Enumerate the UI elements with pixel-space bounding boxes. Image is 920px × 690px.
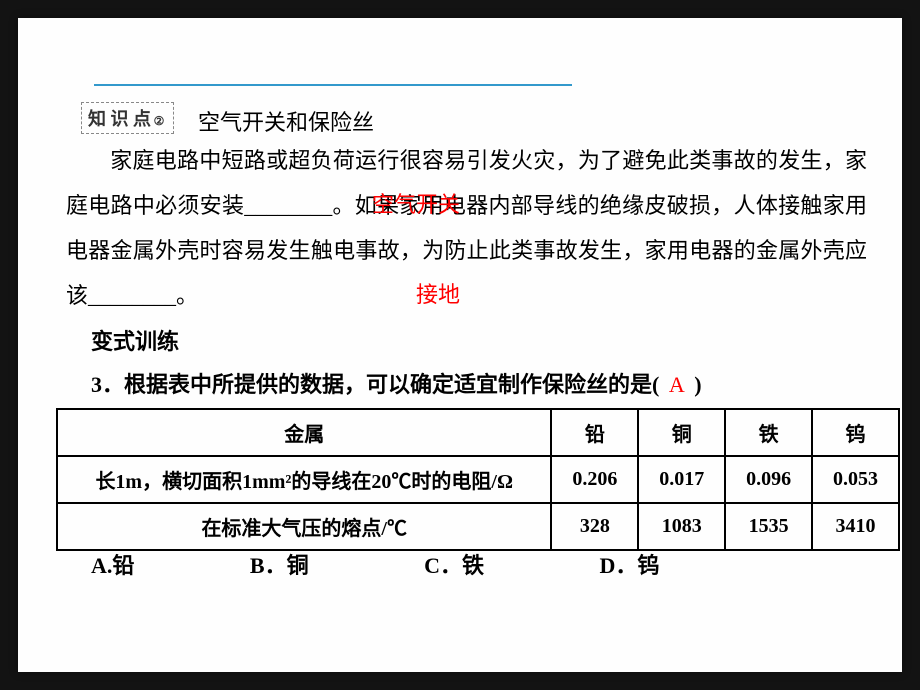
option-a: A.铅 (91, 548, 134, 580)
option-c: C．铁 (424, 548, 484, 580)
table-cell: 0.096 (725, 456, 812, 503)
document-page: 知 识 点② 空气开关和保险丝 家庭电路中短路或超负荷运行很容易引发火灾，为了避… (18, 18, 902, 672)
table-cell: 1535 (725, 503, 812, 550)
section-title: 变式训练 (91, 324, 179, 356)
table-row-label: 在标准大气压的熔点/℃ (57, 503, 551, 550)
answer-options: A.铅 B．铜 C．铁 D．钨 (91, 548, 659, 580)
table-header-cell: 钨 (812, 409, 899, 456)
question-close-paren: ) (694, 372, 701, 397)
paragraph-text: 家庭电路中短路或超负荷运行很容易引发火灾，为了避免此类事故的发生，家庭电路中必须… (66, 148, 867, 308)
table-header-cell: 铜 (638, 409, 725, 456)
table-cell: 328 (551, 503, 638, 550)
table-header-label: 金属 (57, 409, 551, 456)
table-header-cell: 铁 (725, 409, 812, 456)
question-text: 3．根据表中所提供的数据，可以确定适宜制作保险丝的是( A ) (91, 367, 842, 399)
table-cell: 0.206 (551, 456, 638, 503)
knowledge-tag-text: 知 识 点 (88, 109, 151, 129)
knowledge-title: 空气开关和保险丝 (198, 105, 374, 137)
table-row: 在标准大气压的熔点/℃ 328 1083 1535 3410 (57, 503, 899, 550)
question-stem: 3．根据表中所提供的数据，可以确定适宜制作保险丝的是( (91, 372, 659, 397)
option-d: D．钨 (599, 548, 659, 580)
accent-line (94, 84, 572, 86)
table-cell: 0.053 (812, 456, 899, 503)
answer-blank-1: 空气开关 (372, 187, 460, 219)
knowledge-point-tag: 知 识 点② (81, 102, 174, 134)
answer-blank-2: 接地 (416, 277, 460, 309)
table-row: 长1m，横切面积1mm²的导线在20℃时的电阻/Ω 0.206 0.017 0.… (57, 456, 899, 503)
option-b: B．铜 (250, 548, 309, 580)
table-header-row: 金属 铅 铜 铁 钨 (57, 409, 899, 456)
data-table: 金属 铅 铜 铁 钨 长1m，横切面积1mm²的导线在20℃时的电阻/Ω 0.2… (56, 408, 900, 551)
table-cell: 0.017 (638, 456, 725, 503)
body-paragraph: 家庭电路中短路或超负荷运行很容易引发火灾，为了避免此类事故的发生，家庭电路中必须… (66, 138, 867, 318)
knowledge-tag-number: ② (151, 113, 167, 129)
question-answer: A (665, 372, 689, 397)
table-row-label: 长1m，横切面积1mm²的导线在20℃时的电阻/Ω (57, 456, 551, 503)
table-header-cell: 铅 (551, 409, 638, 456)
table-cell: 1083 (638, 503, 725, 550)
table-cell: 3410 (812, 503, 899, 550)
